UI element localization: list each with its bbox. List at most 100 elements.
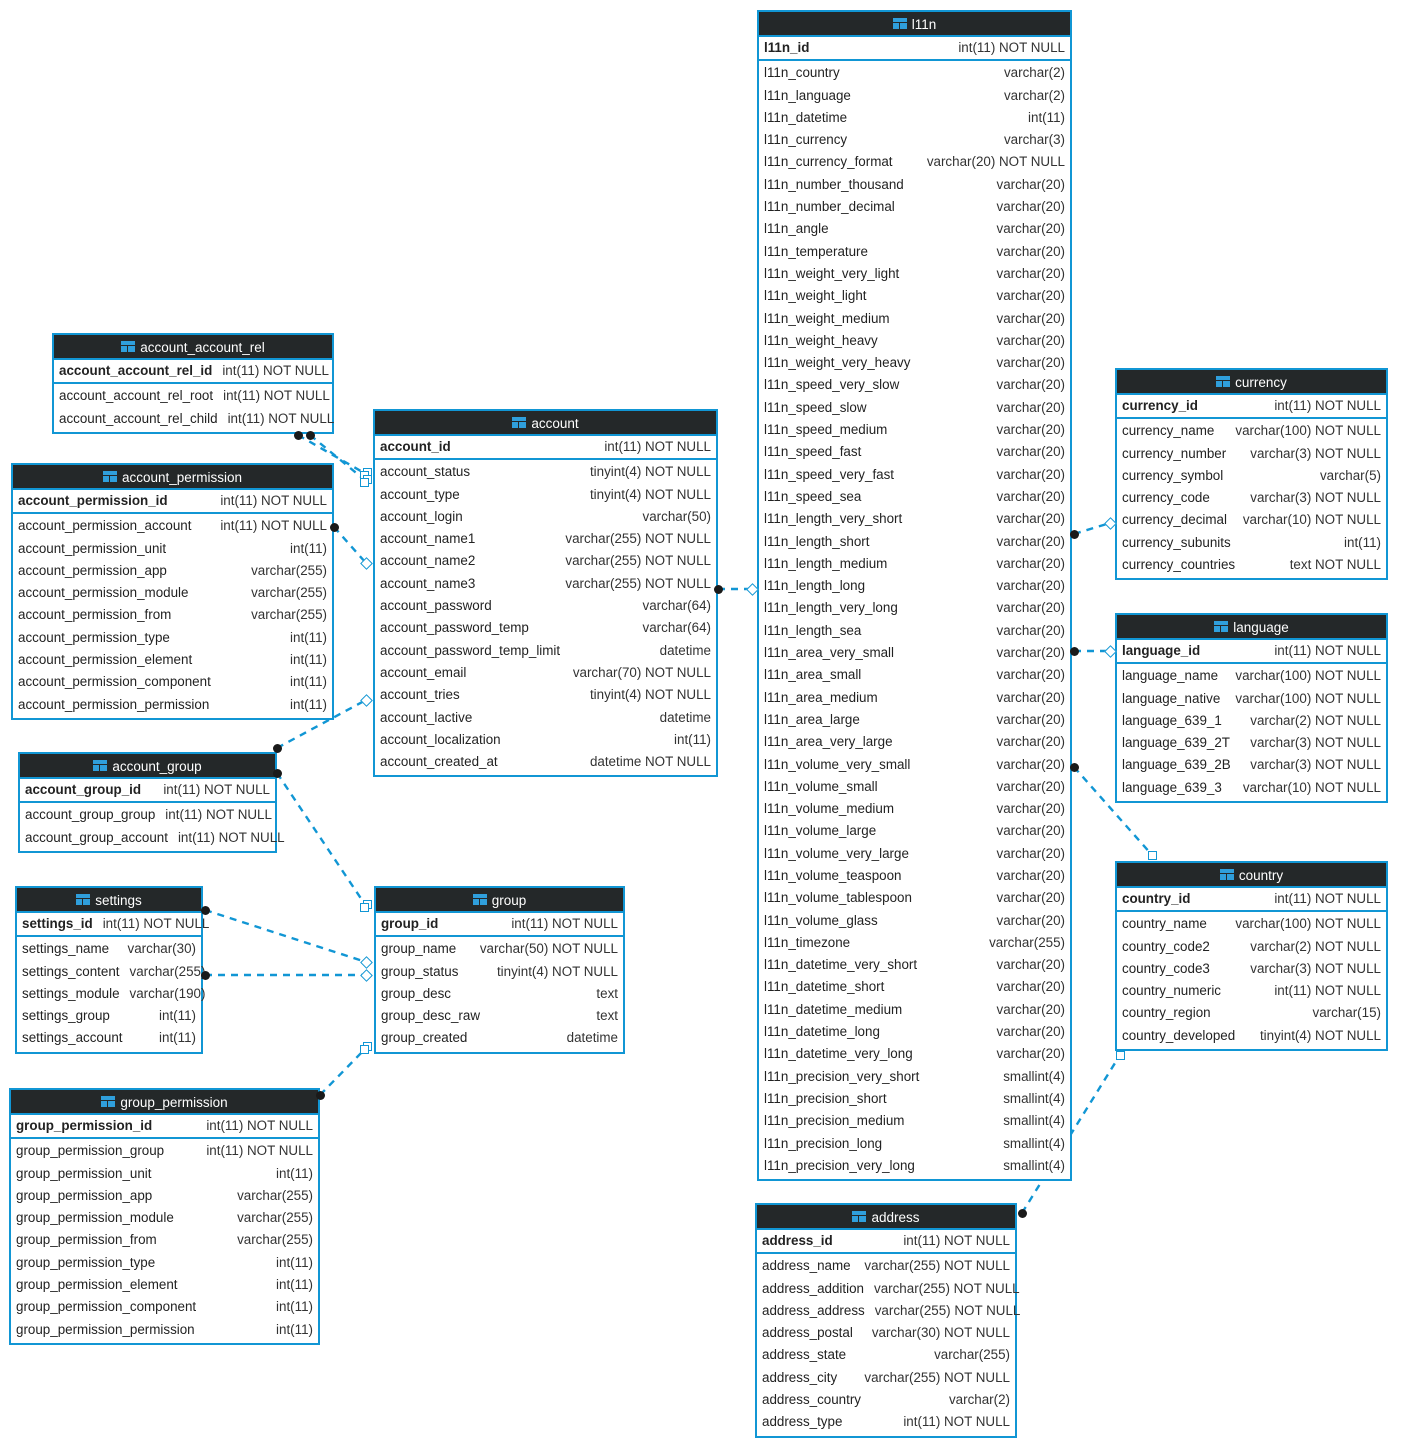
column-row[interactable]: account_permission_unit int(11): [13, 538, 332, 560]
column-row[interactable]: currency_decimal varchar(10) NOT NULL: [1117, 509, 1386, 531]
primary-key-row[interactable]: language_id int(11) NOT NULL: [1117, 638, 1386, 665]
column-row[interactable]: account_lactive datetime: [375, 707, 716, 729]
column-row[interactable]: l11n_weight_medium varchar(20): [759, 308, 1070, 330]
column-row[interactable]: group_permission_group int(11) NOT NULL: [11, 1140, 318, 1162]
table-header-settings[interactable]: settings: [17, 888, 201, 911]
table-address[interactable]: address address_id int(11) NOT NULL address…: [755, 1203, 1020, 1438]
column-row[interactable]: settings_group int(11): [17, 1005, 201, 1027]
table-account_permission[interactable]: account_permission account_permission_id i…: [11, 463, 334, 720]
column-row[interactable]: l11n_speed_very_fast varchar(20): [759, 464, 1070, 486]
table-header-language[interactable]: language: [1117, 615, 1386, 638]
table-settings[interactable]: settings settings_id int(11) NOT NULL setti…: [15, 886, 209, 1054]
primary-key-row[interactable]: currency_id int(11) NOT NULL: [1117, 393, 1386, 420]
column-row[interactable]: l11n_length_long varchar(20): [759, 575, 1070, 597]
column-row[interactable]: address_city varchar(255) NOT NULL: [757, 1367, 1015, 1389]
table-language[interactable]: language language_id int(11) NOT NULL langu…: [1115, 613, 1388, 804]
primary-key-row[interactable]: group_permission_id int(11) NOT NULL: [11, 1113, 318, 1140]
column-row[interactable]: l11n_length_short varchar(20): [759, 531, 1070, 553]
column-row[interactable]: language_639_2T varchar(3) NOT NULL: [1117, 732, 1386, 754]
column-row[interactable]: group_permission_permission int(11): [11, 1319, 318, 1341]
column-row[interactable]: account_permission_app varchar(255): [13, 560, 332, 582]
primary-key-row[interactable]: account_id int(11) NOT NULL: [375, 434, 716, 461]
column-row[interactable]: account_name3 varchar(255) NOT NULL: [375, 573, 716, 595]
column-row[interactable]: address_state varchar(255): [757, 1344, 1015, 1366]
column-row[interactable]: l11n_number_decimal varchar(20): [759, 196, 1070, 218]
column-row[interactable]: language_native varchar(100) NOT NULL: [1117, 688, 1386, 710]
column-row[interactable]: address_country varchar(2): [757, 1389, 1015, 1411]
column-row[interactable]: settings_content varchar(255): [17, 961, 205, 983]
column-row[interactable]: l11n_temperature varchar(20): [759, 241, 1070, 263]
column-row[interactable]: l11n_datetime_short varchar(20): [759, 976, 1070, 998]
table-header-address[interactable]: address: [757, 1205, 1015, 1228]
column-row[interactable]: l11n_length_very_long varchar(20): [759, 597, 1070, 619]
column-row[interactable]: account_name2 varchar(255) NOT NULL: [375, 550, 716, 572]
column-row[interactable]: language_639_1 varchar(2) NOT NULL: [1117, 710, 1386, 732]
column-row[interactable]: currency_countries text NOT NULL: [1117, 554, 1386, 576]
column-row[interactable]: l11n_volume_small varchar(20): [759, 776, 1070, 798]
column-row[interactable]: l11n_datetime_very_short varchar(20): [759, 954, 1070, 976]
column-row[interactable]: l11n_datetime_medium varchar(20): [759, 999, 1070, 1021]
column-row[interactable]: currency_number varchar(3) NOT NULL: [1117, 443, 1386, 465]
primary-key-row[interactable]: account_group_id int(11) NOT NULL: [20, 777, 275, 804]
table-group[interactable]: group group_id int(11) NOT NULL group_name v…: [374, 886, 625, 1054]
column-row[interactable]: l11n_volume_tablespoon varchar(20): [759, 887, 1070, 909]
table-header-group_permission[interactable]: group_permission: [11, 1090, 318, 1113]
column-row[interactable]: country_numeric int(11) NOT NULL: [1117, 980, 1386, 1002]
column-row[interactable]: group_permission_component int(11): [11, 1296, 318, 1318]
column-row[interactable]: l11n_speed_sea varchar(20): [759, 486, 1070, 508]
column-row[interactable]: group_name varchar(50) NOT NULL: [376, 938, 623, 960]
column-row[interactable]: l11n_length_very_short varchar(20): [759, 508, 1070, 530]
column-row[interactable]: l11n_area_very_large varchar(20): [759, 731, 1070, 753]
column-row[interactable]: account_group_group int(11) NOT NULL: [20, 804, 275, 826]
column-row[interactable]: account_password_temp varchar(64): [375, 617, 716, 639]
column-row[interactable]: address_type int(11) NOT NULL: [757, 1411, 1015, 1433]
column-row[interactable]: l11n_currency varchar(3): [759, 129, 1070, 151]
column-row[interactable]: l11n_currency_format varchar(20) NOT NULL: [759, 151, 1070, 173]
column-row[interactable]: l11n_weight_heavy varchar(20): [759, 330, 1070, 352]
column-row[interactable]: group_desc text: [376, 983, 623, 1005]
table-header-account_group[interactable]: account_group: [20, 754, 275, 777]
column-row[interactable]: l11n_weight_light varchar(20): [759, 285, 1070, 307]
column-row[interactable]: account_permission_type int(11): [13, 627, 332, 649]
column-row[interactable]: l11n_speed_medium varchar(20): [759, 419, 1070, 441]
column-row[interactable]: l11n_precision_short smallint(4): [759, 1088, 1070, 1110]
column-row[interactable]: account_password varchar(64): [375, 595, 716, 617]
table-header-account_account_rel[interactable]: account_account_rel: [54, 335, 332, 358]
column-row[interactable]: l11n_area_very_small varchar(20): [759, 642, 1070, 664]
column-row[interactable]: currency_code varchar(3) NOT NULL: [1117, 487, 1386, 509]
column-row[interactable]: l11n_country varchar(2): [759, 62, 1070, 84]
column-row[interactable]: group_permission_type int(11): [11, 1252, 318, 1274]
column-row[interactable]: account_created_at datetime NOT NULL: [375, 751, 716, 773]
table-header-l11n[interactable]: l11n: [759, 12, 1070, 35]
column-row[interactable]: group_permission_module varchar(255): [11, 1207, 318, 1229]
table-header-country[interactable]: country: [1117, 863, 1386, 886]
primary-key-row[interactable]: l11n_id int(11) NOT NULL: [759, 35, 1070, 62]
column-row[interactable]: l11n_volume_medium varchar(20): [759, 798, 1070, 820]
column-row[interactable]: group_created datetime: [376, 1027, 623, 1049]
column-row[interactable]: settings_account int(11): [17, 1027, 201, 1049]
column-row[interactable]: language_639_3 varchar(10) NOT NULL: [1117, 777, 1386, 799]
column-row[interactable]: l11n_area_medium varchar(20): [759, 687, 1070, 709]
column-row[interactable]: l11n_weight_very_heavy varchar(20): [759, 352, 1070, 374]
column-row[interactable]: account_permission_module varchar(255): [13, 582, 332, 604]
column-row[interactable]: l11n_precision_long smallint(4): [759, 1133, 1070, 1155]
column-row[interactable]: account_type tinyint(4) NOT NULL: [375, 484, 716, 506]
column-row[interactable]: l11n_speed_slow varchar(20): [759, 397, 1070, 419]
column-row[interactable]: account_permission_from varchar(255): [13, 604, 332, 626]
primary-key-row[interactable]: address_id int(11) NOT NULL: [757, 1228, 1015, 1255]
column-row[interactable]: group_desc_raw text: [376, 1005, 623, 1027]
column-row[interactable]: country_code3 varchar(3) NOT NULL: [1117, 958, 1386, 980]
column-row[interactable]: l11n_volume_glass varchar(20): [759, 910, 1070, 932]
primary-key-row[interactable]: account_permission_id int(11) NOT NULL: [13, 488, 332, 515]
column-row[interactable]: country_name varchar(100) NOT NULL: [1117, 913, 1386, 935]
column-row[interactable]: l11n_area_large varchar(20): [759, 709, 1070, 731]
column-row[interactable]: account_permission_component int(11): [13, 671, 332, 693]
column-row[interactable]: l11n_number_thousand varchar(20): [759, 174, 1070, 196]
column-row[interactable]: account_permission_element int(11): [13, 649, 332, 671]
table-group_permission[interactable]: group_permission group_permission_id int(1…: [9, 1088, 320, 1345]
column-row[interactable]: l11n_volume_teaspoon varchar(20): [759, 865, 1070, 887]
column-row[interactable]: language_name varchar(100) NOT NULL: [1117, 665, 1386, 687]
column-row[interactable]: country_developed tinyint(4) NOT NULL: [1117, 1025, 1386, 1047]
primary-key-row[interactable]: settings_id int(11) NOT NULL: [17, 911, 209, 938]
column-row[interactable]: l11n_language varchar(2): [759, 85, 1070, 107]
